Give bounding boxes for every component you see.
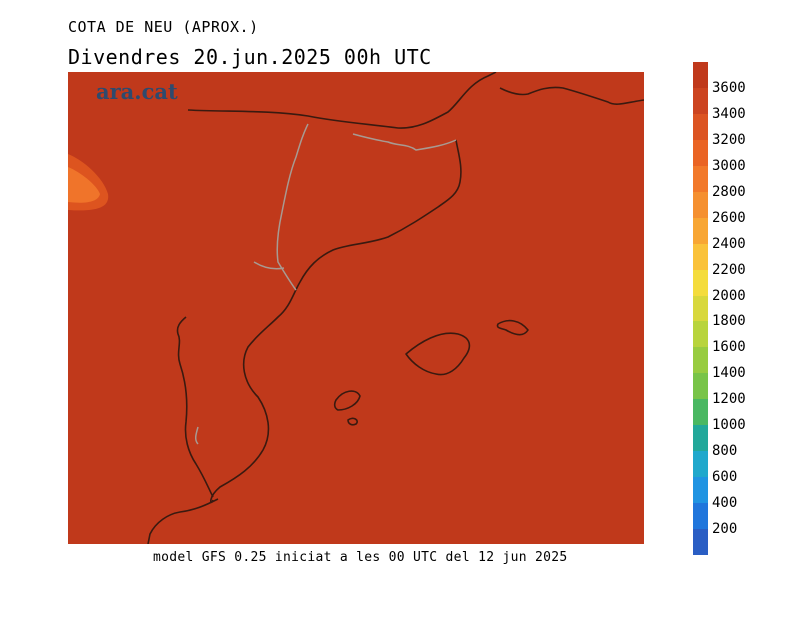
legend-color-swatch [693,295,708,322]
legend-color-swatch [693,529,708,556]
legend-color-swatch [693,139,708,167]
legend-label: 400 [712,495,738,512]
legend-color-swatch [693,62,708,89]
legend-label: 800 [712,443,738,460]
legend-label: 3600 [712,79,746,96]
snow-level-map [68,72,644,544]
legend-color-swatch [693,243,708,271]
legend-color-swatch [693,321,708,348]
legend-label: 1200 [712,391,746,408]
ara-cat-logo: ara.cat [96,79,178,104]
island-ibiza [333,390,361,411]
legend-color-swatch [693,425,708,452]
map-subtitle: Divendres 20.jun.2025 00h UTC [68,45,432,69]
legend-label: 1400 [712,365,746,382]
legend-label: 600 [712,469,738,486]
south-coastline [147,498,219,544]
legend-color-swatch [693,165,708,193]
northeast-edge [499,86,644,105]
island-formentera [347,417,358,426]
legend-color-swatch [693,503,708,530]
legend-label: 3400 [712,105,746,122]
legend-label: 2800 [712,183,746,200]
southwest-border [194,426,199,445]
legend-label: 1000 [712,417,746,434]
legend-label: 3000 [712,157,746,174]
legend-label: 2200 [712,261,746,278]
catalonia-border [276,123,309,291]
legend-label: 2000 [712,287,746,304]
legend-color-swatch [693,477,708,504]
north-coastline [187,72,497,129]
legend-color-swatch [693,347,708,374]
aragon-border [253,261,285,270]
map-title: COTA DE NEU (APROX.) [68,18,259,36]
island-menorca [496,319,529,336]
inland-line [176,316,214,498]
east-coastline [209,139,462,504]
legend-label: 2400 [712,235,746,252]
legend-color-swatch [693,373,708,400]
legend-color-swatch [693,87,708,115]
legend-color-swatch [693,191,708,219]
map-patch-inner [68,167,100,203]
color-legend-bar [693,62,708,556]
legend-label: 1600 [712,339,746,356]
legend-color-swatch [693,399,708,426]
island-mallorca [405,332,471,376]
legend-label: 1800 [712,313,746,330]
legend-color-swatch [693,217,708,245]
pyrenees-border [352,133,457,151]
legend-label: 200 [712,521,738,538]
legend-color-swatch [693,113,708,141]
model-run-info: model GFS 0.25 iniciat a les 00 UTC del … [153,550,568,565]
legend-label: 2600 [712,209,746,226]
map-field [68,72,644,544]
legend-color-swatch [693,269,708,297]
legend-color-swatch [693,451,708,478]
legend-label: 3200 [712,131,746,148]
